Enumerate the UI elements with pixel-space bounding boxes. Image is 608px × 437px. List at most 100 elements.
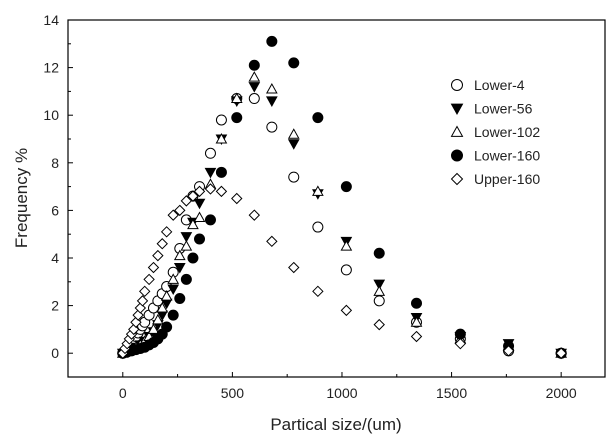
legend-symbol	[451, 149, 463, 162]
x-tick-label: 500	[221, 385, 245, 401]
y-tick-label: 14	[43, 12, 59, 28]
legend-symbol	[450, 125, 464, 137]
data-point	[340, 181, 352, 193]
data-point	[204, 214, 216, 226]
data-point	[265, 96, 278, 107]
y-axis-title: Frequency %	[12, 148, 31, 248]
x-tick-label: 2000	[546, 385, 577, 401]
data-point	[156, 301, 169, 313]
data-point	[373, 295, 385, 307]
data-point	[373, 247, 385, 259]
series-upper-160	[117, 183, 567, 359]
data-point	[266, 35, 278, 47]
data-point	[173, 249, 186, 261]
plot-frame	[67, 19, 606, 378]
data-series	[116, 35, 568, 360]
y-tick-label: 6	[51, 202, 59, 218]
x-tick-label: 0	[119, 385, 127, 401]
data-point	[160, 290, 173, 301]
data-point	[231, 192, 243, 205]
data-point	[265, 82, 278, 94]
data-point	[340, 240, 353, 251]
data-point	[174, 292, 186, 304]
data-point	[193, 211, 206, 223]
data-point	[160, 226, 173, 238]
data-point	[174, 204, 186, 217]
data-point	[340, 264, 352, 276]
legend-label: Lower-102	[474, 124, 540, 140]
data-point	[288, 171, 300, 183]
y-tick-label: 4	[51, 250, 59, 266]
legend-label: Upper-160	[474, 171, 540, 187]
x-tick-label: 1500	[436, 385, 467, 401]
data-point	[410, 316, 423, 327]
data-point	[152, 313, 164, 325]
data-point	[454, 337, 467, 350]
data-point	[193, 185, 206, 198]
y-axis-ticks: 0 2 4 6 8 10 12 14	[43, 12, 73, 361]
y-tick-label: 10	[43, 107, 59, 123]
data-point	[152, 249, 164, 262]
data-point	[248, 71, 261, 82]
data-point	[410, 330, 423, 343]
data-point	[312, 221, 324, 233]
data-point	[373, 285, 386, 296]
data-point	[204, 147, 216, 159]
data-point	[248, 59, 260, 71]
data-point	[180, 240, 193, 251]
data-point	[187, 218, 199, 230]
data-point	[215, 185, 228, 198]
data-point	[312, 185, 324, 196]
data-point	[136, 295, 149, 307]
legend-symbol	[450, 172, 464, 186]
x-axis-title: Partical size/(um)	[270, 415, 401, 434]
y-tick-label: 8	[51, 155, 59, 171]
data-point	[180, 273, 192, 285]
data-point	[312, 112, 324, 124]
legend-label: Lower-160	[474, 148, 540, 164]
data-point	[187, 190, 199, 202]
data-point	[180, 195, 193, 207]
data-point	[287, 139, 300, 150]
data-point	[266, 121, 278, 133]
data-point	[215, 114, 227, 126]
data-point	[288, 261, 300, 274]
data-point	[167, 273, 180, 284]
legend-symbol	[451, 79, 463, 91]
data-point	[287, 128, 300, 139]
data-point	[373, 279, 386, 291]
data-point	[230, 92, 243, 104]
data-point	[502, 345, 515, 357]
y-tick-label: 2	[51, 298, 59, 314]
data-point	[147, 323, 160, 334]
legend: Lower-4 Lower-56 Lower-102 Lower-160 Upper-1…	[450, 77, 540, 187]
data-point	[266, 235, 278, 248]
data-point	[340, 304, 353, 317]
data-point	[180, 232, 193, 243]
x-axis-ticks: 0 500 1000 1500 2000	[119, 372, 577, 401]
data-point	[373, 318, 385, 331]
data-point	[167, 209, 179, 221]
data-point	[193, 198, 206, 210]
y-tick-label: 12	[43, 60, 59, 76]
legend-label: Lower-4	[474, 77, 525, 93]
data-point	[411, 297, 423, 309]
data-point	[139, 285, 151, 298]
data-point	[167, 309, 179, 321]
data-point	[215, 166, 227, 178]
data-point	[173, 263, 186, 274]
data-point	[143, 273, 155, 286]
data-point	[454, 328, 466, 340]
legend-symbol	[450, 103, 464, 116]
data-point	[204, 183, 217, 195]
data-point	[248, 82, 261, 93]
data-point	[204, 167, 217, 179]
data-point	[167, 284, 180, 295]
data-point	[161, 321, 173, 333]
data-point	[231, 112, 243, 124]
data-point	[312, 285, 324, 298]
data-point	[288, 57, 300, 69]
data-point	[215, 132, 228, 144]
